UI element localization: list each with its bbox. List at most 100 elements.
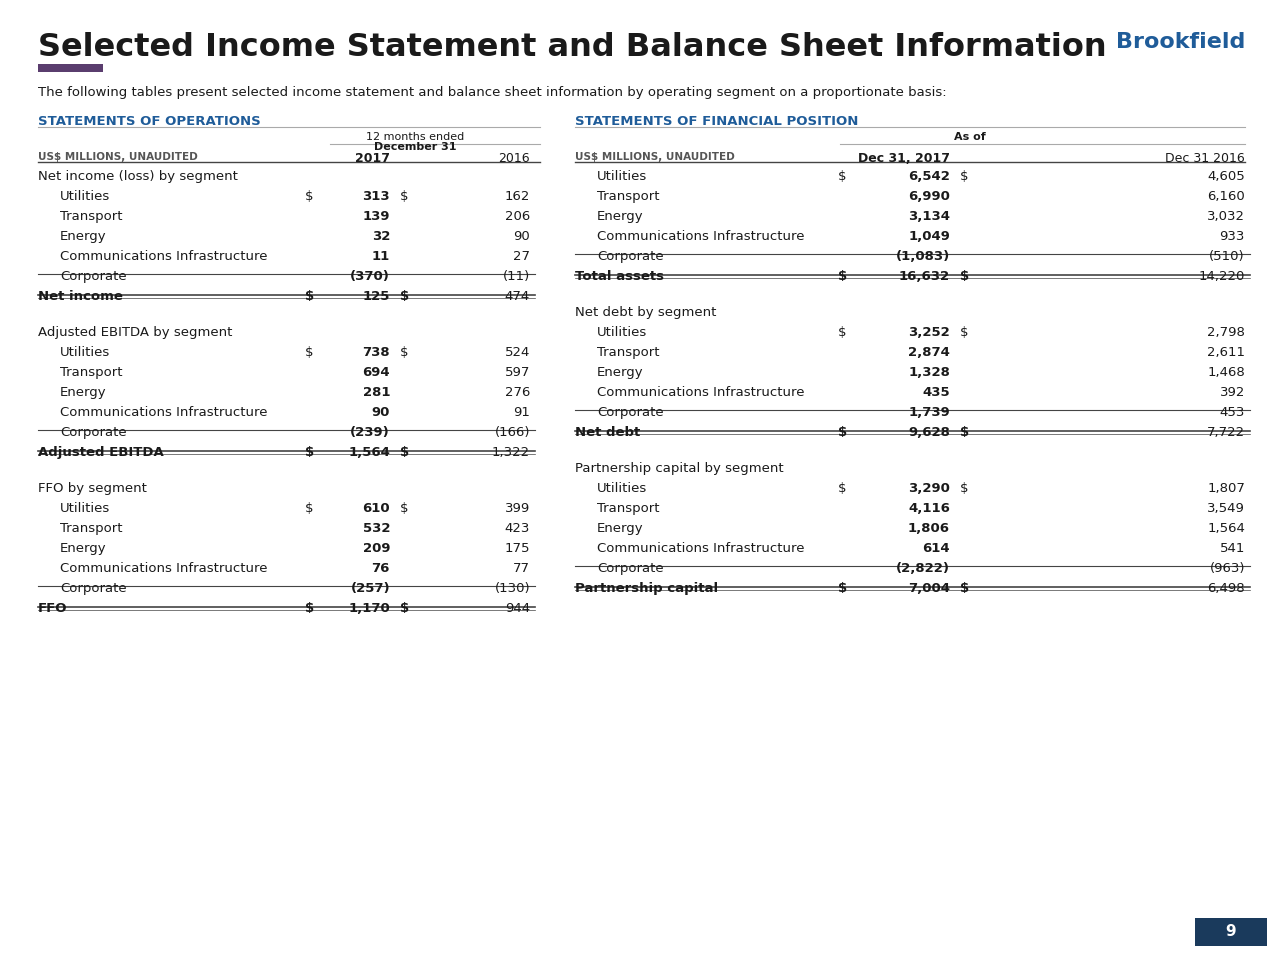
- Text: 27: 27: [513, 250, 530, 263]
- Text: Corporate: Corporate: [60, 426, 127, 439]
- Text: Utilities: Utilities: [60, 190, 110, 203]
- Text: 16,632: 16,632: [899, 270, 950, 283]
- Text: Utilities: Utilities: [596, 482, 648, 495]
- Text: 532: 532: [362, 522, 390, 535]
- Text: Energy: Energy: [596, 366, 644, 379]
- Text: 435: 435: [923, 386, 950, 399]
- Text: 453: 453: [1220, 406, 1245, 419]
- Text: $: $: [305, 446, 314, 459]
- Text: 6,160: 6,160: [1207, 190, 1245, 203]
- Text: 1,328: 1,328: [908, 366, 950, 379]
- Text: The following tables present selected income statement and balance sheet informa: The following tables present selected in…: [38, 86, 947, 99]
- Text: Adjusted EBITDA: Adjusted EBITDA: [38, 446, 164, 459]
- Text: 14,220: 14,220: [1198, 270, 1245, 283]
- Text: $: $: [960, 326, 969, 339]
- Text: 6,990: 6,990: [908, 190, 950, 203]
- Text: 125: 125: [362, 290, 390, 303]
- Text: Corporate: Corporate: [60, 270, 127, 283]
- Text: STATEMENTS OF OPERATIONS: STATEMENTS OF OPERATIONS: [38, 115, 261, 128]
- Text: 175: 175: [504, 542, 530, 555]
- Text: (166): (166): [494, 426, 530, 439]
- Text: Energy: Energy: [60, 386, 106, 399]
- Text: 7,004: 7,004: [908, 582, 950, 595]
- Text: Energy: Energy: [60, 230, 106, 243]
- Text: 614: 614: [923, 542, 950, 555]
- Text: 77: 77: [513, 562, 530, 575]
- Text: US$ MILLIONS, UNAUDITED: US$ MILLIONS, UNAUDITED: [38, 152, 197, 162]
- Text: 4,605: 4,605: [1207, 170, 1245, 183]
- Text: 3,032: 3,032: [1207, 210, 1245, 223]
- Text: $: $: [838, 170, 846, 183]
- Text: $: $: [960, 426, 969, 439]
- Text: Transport: Transport: [596, 190, 659, 203]
- Text: Communications Infrastructure: Communications Infrastructure: [60, 406, 268, 419]
- Text: 3,290: 3,290: [908, 482, 950, 495]
- Text: (2,822): (2,822): [896, 562, 950, 575]
- Text: 209: 209: [362, 542, 390, 555]
- Text: 944: 944: [504, 602, 530, 615]
- Text: Net income: Net income: [38, 290, 123, 303]
- Text: 392: 392: [1220, 386, 1245, 399]
- Text: Adjusted EBITDA by segment: Adjusted EBITDA by segment: [38, 326, 233, 339]
- Text: Total assets: Total assets: [575, 270, 664, 283]
- Text: 9,628: 9,628: [908, 426, 950, 439]
- Text: Corporate: Corporate: [596, 406, 663, 419]
- Text: 162: 162: [504, 190, 530, 203]
- Text: Energy: Energy: [60, 542, 106, 555]
- Text: 9: 9: [1226, 924, 1236, 940]
- Text: $: $: [399, 502, 408, 515]
- Text: 276: 276: [504, 386, 530, 399]
- Text: 541: 541: [1220, 542, 1245, 555]
- Text: Corporate: Corporate: [60, 582, 127, 595]
- Text: Net income (loss) by segment: Net income (loss) by segment: [38, 170, 238, 183]
- Bar: [1196, 918, 1267, 946]
- Text: 206: 206: [504, 210, 530, 223]
- Text: 3,134: 3,134: [908, 210, 950, 223]
- Text: Net debt by segment: Net debt by segment: [575, 306, 717, 319]
- Bar: [38, 64, 102, 72]
- Text: 7,722: 7,722: [1207, 426, 1245, 439]
- Text: Dec 31 2016: Dec 31 2016: [1165, 152, 1245, 165]
- Text: Selected Income Statement and Balance Sheet Information: Selected Income Statement and Balance Sh…: [38, 32, 1107, 63]
- Text: (257): (257): [351, 582, 390, 595]
- Text: Utilities: Utilities: [60, 346, 110, 359]
- Text: 4,116: 4,116: [908, 502, 950, 515]
- Text: 6,498: 6,498: [1207, 582, 1245, 595]
- Text: 1,468: 1,468: [1207, 366, 1245, 379]
- Text: Partnership capital: Partnership capital: [575, 582, 718, 595]
- Text: 597: 597: [504, 366, 530, 379]
- Text: Communications Infrastructure: Communications Infrastructure: [596, 542, 805, 555]
- Text: 738: 738: [362, 346, 390, 359]
- Text: 1,739: 1,739: [909, 406, 950, 419]
- Text: Corporate: Corporate: [596, 250, 663, 263]
- Text: Corporate: Corporate: [596, 562, 663, 575]
- Text: (370): (370): [351, 270, 390, 283]
- Text: $: $: [305, 602, 314, 615]
- Text: As of: As of: [954, 132, 986, 142]
- Text: 11: 11: [371, 250, 390, 263]
- Text: Energy: Energy: [596, 522, 644, 535]
- Text: 610: 610: [362, 502, 390, 515]
- Text: (1,083): (1,083): [896, 250, 950, 263]
- Text: (130): (130): [494, 582, 530, 595]
- Text: 1,564: 1,564: [1207, 522, 1245, 535]
- Text: Utilities: Utilities: [596, 326, 648, 339]
- Text: $: $: [960, 270, 969, 283]
- Text: FFO by segment: FFO by segment: [38, 482, 147, 495]
- Text: $: $: [838, 270, 847, 283]
- Text: 90: 90: [371, 406, 390, 419]
- Text: Transport: Transport: [60, 210, 123, 223]
- Text: Communications Infrastructure: Communications Infrastructure: [60, 562, 268, 575]
- Text: 1,807: 1,807: [1207, 482, 1245, 495]
- Text: 3,252: 3,252: [909, 326, 950, 339]
- Text: FFO: FFO: [38, 602, 68, 615]
- Text: December 31: December 31: [374, 142, 456, 152]
- Text: $: $: [838, 426, 847, 439]
- Text: 2,874: 2,874: [908, 346, 950, 359]
- Text: 1,564: 1,564: [348, 446, 390, 459]
- Text: Brookfield: Brookfield: [1116, 32, 1245, 52]
- Text: 1,806: 1,806: [908, 522, 950, 535]
- Text: $: $: [960, 482, 969, 495]
- Text: 6,542: 6,542: [908, 170, 950, 183]
- Text: Partnership capital by segment: Partnership capital by segment: [575, 462, 783, 475]
